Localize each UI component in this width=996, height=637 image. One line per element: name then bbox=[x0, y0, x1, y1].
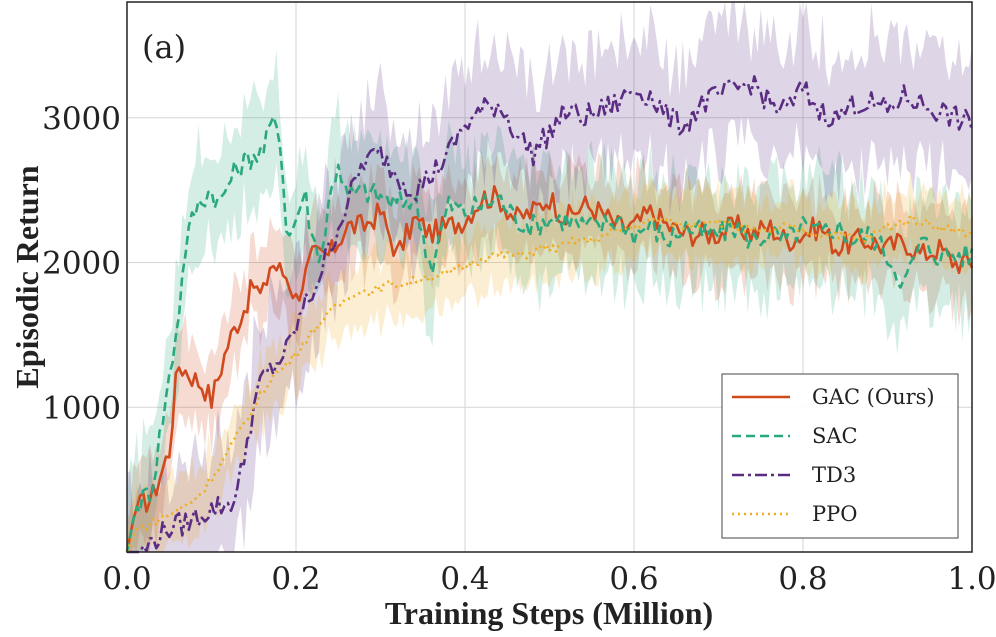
band-td3 bbox=[127, 2, 972, 552]
axis-ticks: 0.0 0.2 0.4 0.6 0.8 1.0 1000 2000 3000 bbox=[42, 101, 996, 597]
series-line-ppo bbox=[125, 214, 973, 553]
y-tick-label: 2000 bbox=[42, 246, 121, 282]
band-sac bbox=[127, 49, 972, 553]
x-tick-label: 0.2 bbox=[271, 561, 320, 597]
x-tick-label: 1.0 bbox=[947, 561, 996, 597]
legend-label: GAC (Ours) bbox=[812, 385, 935, 409]
legend-box bbox=[721, 373, 959, 539]
y-tick-label: 1000 bbox=[42, 390, 121, 426]
series-lines bbox=[125, 75, 974, 554]
series-line-td3 bbox=[127, 75, 974, 554]
legend-label: PPO bbox=[812, 502, 857, 526]
grid bbox=[127, 2, 972, 552]
panel-label: (a) bbox=[142, 28, 186, 66]
y-tick-label: 3000 bbox=[42, 101, 121, 137]
x-axis-title: Training Steps (Million) bbox=[385, 595, 713, 631]
x-tick-label: 0.0 bbox=[102, 561, 151, 597]
x-tick-label: 0.8 bbox=[778, 561, 827, 597]
y-axis-title: Episodic Return bbox=[9, 165, 45, 388]
legend-label: SAC bbox=[812, 424, 858, 448]
plot-frame bbox=[126, 1, 973, 553]
legend: GAC (Ours) SAC TD3 PPO bbox=[721, 373, 959, 539]
band-ppo bbox=[127, 172, 972, 552]
series-line-gac-ours- bbox=[125, 185, 974, 553]
x-tick-label: 0.4 bbox=[440, 561, 489, 597]
legend-label: TD3 bbox=[812, 463, 856, 487]
x-tick-label: 0.6 bbox=[609, 561, 658, 597]
